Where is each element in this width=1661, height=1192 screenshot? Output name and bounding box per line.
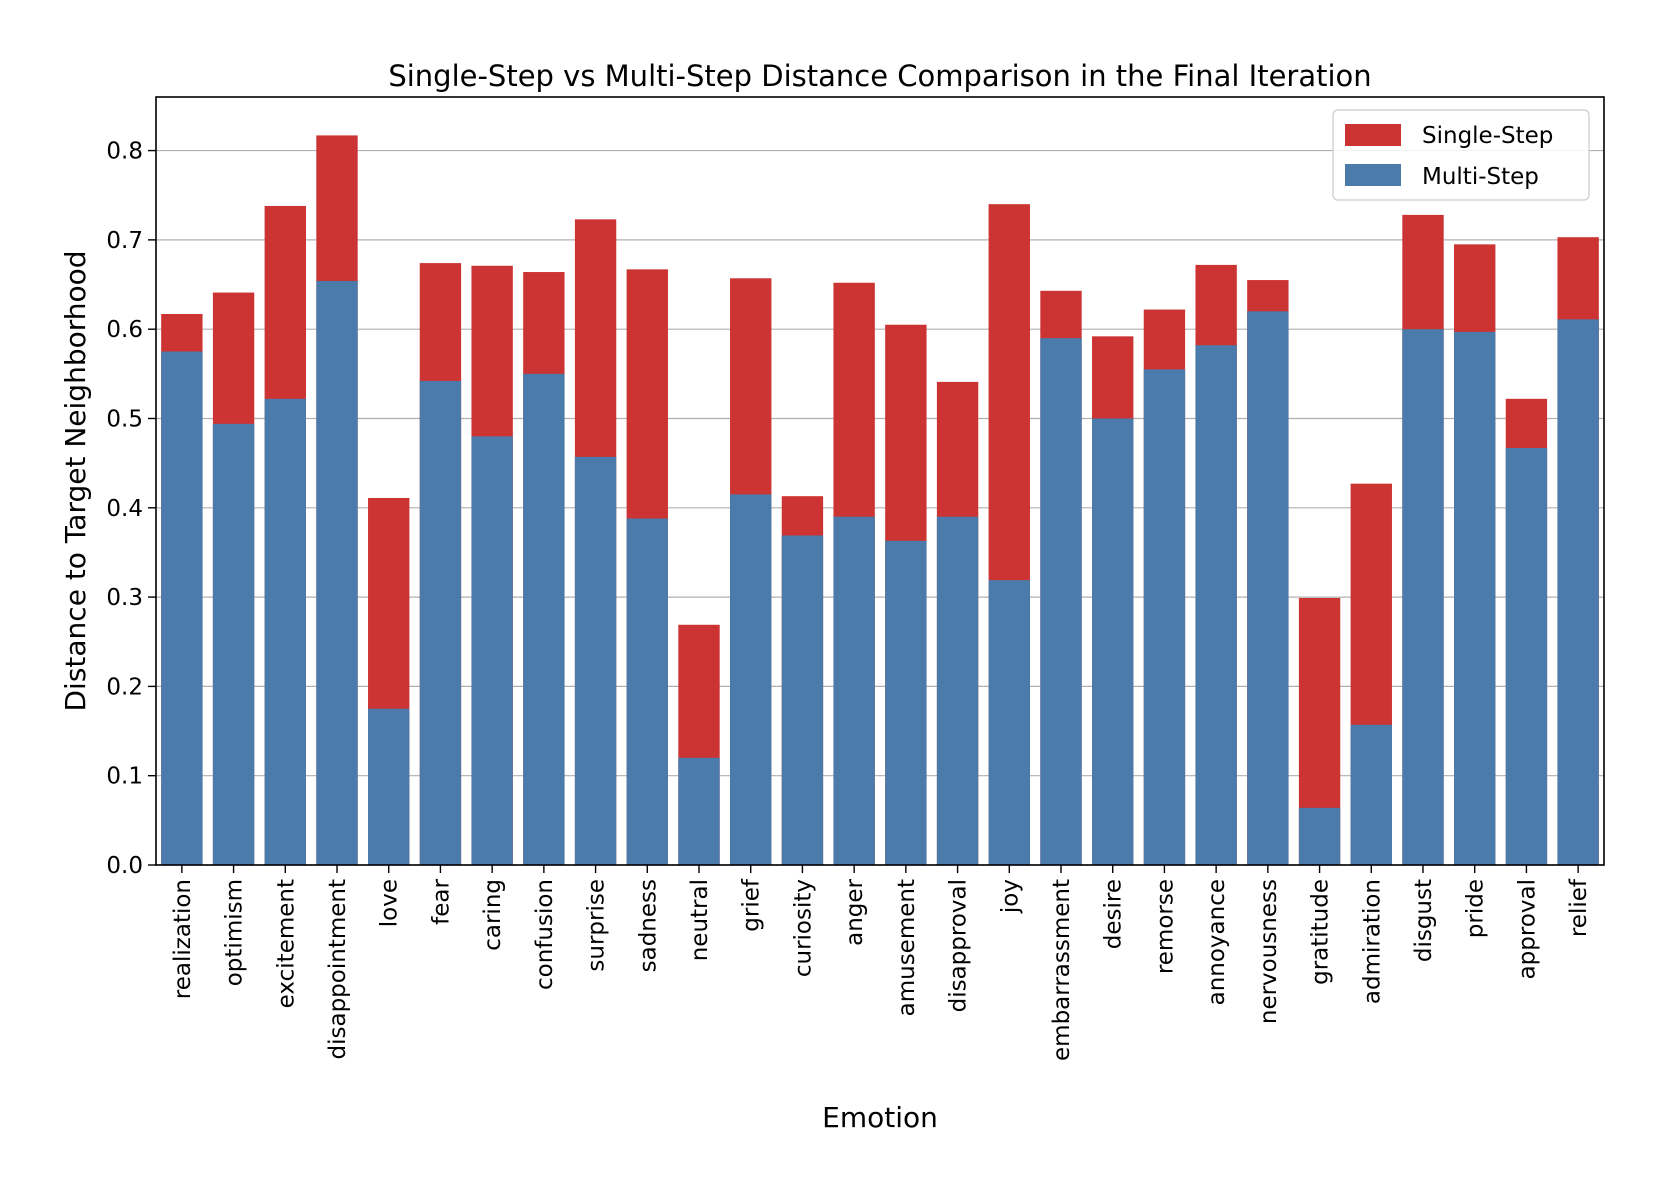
y-tick-label-2: 0.2: [106, 674, 143, 700]
bar-multi-step-joy: [988, 580, 1030, 865]
bar-multi-step-anger: [833, 516, 875, 865]
x-tick-label-disappointment: disappointment: [325, 879, 351, 1059]
y-tick-label-7: 0.7: [106, 228, 143, 254]
x-tick-label-disapproval: disapproval: [946, 879, 972, 1012]
x-tick-label-fear: fear: [428, 878, 454, 924]
legend-swatch-single-step: [1345, 124, 1401, 146]
x-tick-label-grief: grief: [739, 878, 765, 932]
x-tick-label-disgust: disgust: [1411, 879, 1437, 962]
y-tick-label-3: 0.3: [106, 585, 143, 611]
x-axis-ticks: realization optimism excitement disappointm…: [170, 865, 1592, 1061]
x-tick-label-gratitude: gratitude: [1308, 879, 1334, 985]
x-tick-label-caring: caring: [480, 879, 506, 951]
bar-multi-step-surprise: [574, 456, 617, 865]
bar-multi-step-confusion: [523, 373, 565, 865]
x-axis-label: Emotion: [822, 1101, 938, 1134]
x-tick-label-pride: pride: [1463, 879, 1489, 938]
legend: Single-Step Multi-Step: [1332, 109, 1590, 201]
x-tick-label-embarrassment: embarrassment: [1049, 879, 1075, 1061]
bar-multi-step-pride: [1454, 331, 1496, 865]
x-tick-label-optimism: optimism: [222, 879, 248, 986]
x-tick-label-anger: anger: [842, 878, 868, 945]
bar-multi-step-remorse: [1143, 369, 1186, 865]
y-tick-label-4: 0.4: [106, 496, 143, 522]
x-tick-label-admiration: admiration: [1359, 879, 1385, 1004]
bar-multi-step-sadness: [626, 518, 668, 865]
y-tick-label-0: 0.0: [106, 853, 143, 879]
bar-multi-step-nervousness: [1247, 311, 1289, 866]
x-tick-label-sadness: sadness: [635, 879, 661, 972]
bar-multi-step-admiration: [1350, 724, 1392, 865]
x-tick-label-remorse: remorse: [1152, 879, 1178, 974]
x-tick-label-relief: relief: [1566, 878, 1592, 937]
bar-multi-step-optimism: [212, 423, 255, 865]
bar-multi-step-approval: [1505, 447, 1548, 865]
x-tick-label-joy: joy: [997, 879, 1023, 914]
legend-label-single-step: Single-Step: [1422, 123, 1553, 149]
y-tick-label-8: 0.8: [106, 139, 143, 165]
y-axis-label: Distance to Target Neighborhood: [59, 250, 92, 711]
bar-multi-step-love: [368, 708, 410, 865]
bar-multi-step-disappointment: [316, 280, 358, 866]
x-tick-label-approval: approval: [1514, 879, 1540, 979]
bar-multi-step-amusement: [885, 540, 927, 865]
bar-multi-step-relief: [1557, 319, 1599, 865]
x-tick-label-confusion: confusion: [532, 879, 558, 990]
bar-multi-step-disapproval: [936, 516, 979, 865]
bar-multi-step-grief: [730, 494, 772, 865]
y-tick-label-6: 0.6: [106, 317, 143, 343]
x-tick-label-excitement: excitement: [273, 879, 299, 1008]
x-tick-label-surprise: surprise: [584, 879, 610, 972]
x-tick-label-love: love: [377, 879, 403, 927]
x-tick-label-curiosity: curiosity: [790, 879, 816, 977]
x-tick-label-nervousness: nervousness: [1256, 879, 1282, 1024]
y-tick-label-5: 0.5: [106, 406, 143, 432]
legend-label-multi-step: Multi-Step: [1422, 164, 1539, 190]
legend-swatch-multi-step: [1345, 164, 1401, 186]
y-axis-ticks: 0.0 0.1 0.2 0.3 0.4 0.5 0.6 0.7 0.8: [106, 139, 156, 879]
x-tick-label-desire: desire: [1101, 879, 1127, 949]
x-tick-label-annoyance: annoyance: [1204, 879, 1230, 1005]
bar-multi-step-caring: [471, 436, 513, 865]
bar-multi-step-annoyance: [1195, 345, 1237, 865]
plot-frame: [155, 96, 1605, 866]
bar-multi-step-embarrassment: [1040, 338, 1082, 865]
x-tick-label-amusement: amusement: [894, 879, 920, 1016]
bar-multi-step-curiosity: [781, 535, 824, 865]
bar-multi-step-disgust: [1402, 329, 1444, 865]
bar-multi-step-realization: [161, 351, 203, 866]
chart-title: Single-Step vs Multi-Step Distance Compa…: [388, 59, 1371, 93]
bar-multi-step-neutral: [678, 757, 720, 865]
bar-multi-step-excitement: [264, 398, 306, 865]
x-tick-label-neutral: neutral: [687, 879, 713, 961]
y-tick-label-1: 0.1: [106, 764, 143, 790]
bars: [161, 135, 1599, 866]
x-tick-label-realization: realization: [170, 879, 196, 999]
bar-multi-step-desire: [1092, 418, 1134, 865]
bar-multi-step-gratitude: [1298, 807, 1341, 865]
bar-multi-step-fear: [419, 380, 462, 865]
